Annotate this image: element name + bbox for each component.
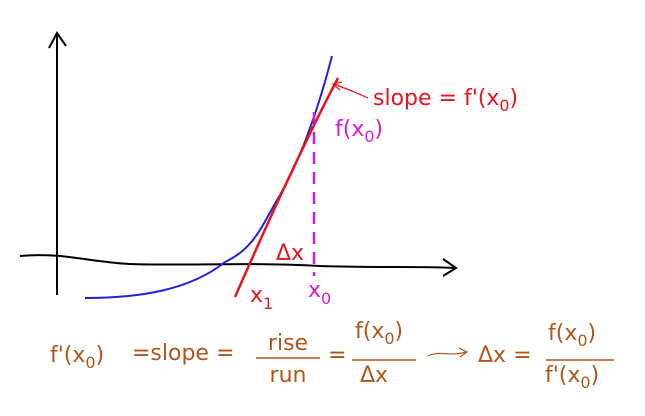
x-axis xyxy=(19,254,458,277)
text-part: ) xyxy=(591,363,600,388)
text-part: 0 xyxy=(577,331,587,350)
tangent-line xyxy=(233,77,340,298)
text-part: f(x xyxy=(335,117,364,142)
text-part: 0 xyxy=(85,353,95,372)
formula-lhs: f'(x0) xyxy=(50,343,104,372)
equals: = xyxy=(328,343,346,368)
fx0-label: f(x0) xyxy=(335,117,383,146)
function-curve xyxy=(84,55,333,299)
pointer-arrow xyxy=(331,81,369,99)
slope-label: slope = f'(x0) xyxy=(373,86,518,115)
text-part: ) xyxy=(375,117,384,142)
text-part: ) xyxy=(96,343,105,368)
text-part: ) xyxy=(588,321,597,346)
text-part: 0 xyxy=(321,289,331,308)
text-part: f'(x xyxy=(50,343,85,368)
text-part: 1 xyxy=(263,294,273,313)
dx-equals: Δx = xyxy=(478,343,532,368)
text-part: slope = f'(x xyxy=(373,86,499,111)
text-part: ) xyxy=(510,86,519,111)
text-part: f(x xyxy=(548,321,577,346)
text-part: 0 xyxy=(364,127,374,146)
text-part: ) xyxy=(395,319,404,344)
x0-label: x0 xyxy=(308,278,331,308)
text-part: 0 xyxy=(499,96,509,115)
rise: rise xyxy=(268,331,308,356)
y-axis xyxy=(48,31,67,295)
text-part: f(x xyxy=(355,319,384,344)
text-part: 0 xyxy=(580,373,590,392)
denominator-1: Δx xyxy=(360,363,388,388)
text-part: f'(x xyxy=(545,363,580,388)
text-part: 0 xyxy=(384,329,394,348)
numerator-2: f(x0) xyxy=(548,321,596,350)
run: run xyxy=(270,363,307,388)
x1-label: x1 xyxy=(250,283,273,313)
denominator-2: f'(x0) xyxy=(545,363,599,392)
numerator-1: f(x0) xyxy=(355,319,403,348)
formula-slope: =slope = xyxy=(132,341,234,366)
implies-arrow xyxy=(427,347,469,358)
dx-label: Δx xyxy=(276,241,304,266)
text-part: x xyxy=(250,283,263,308)
text-part: x xyxy=(308,278,321,303)
